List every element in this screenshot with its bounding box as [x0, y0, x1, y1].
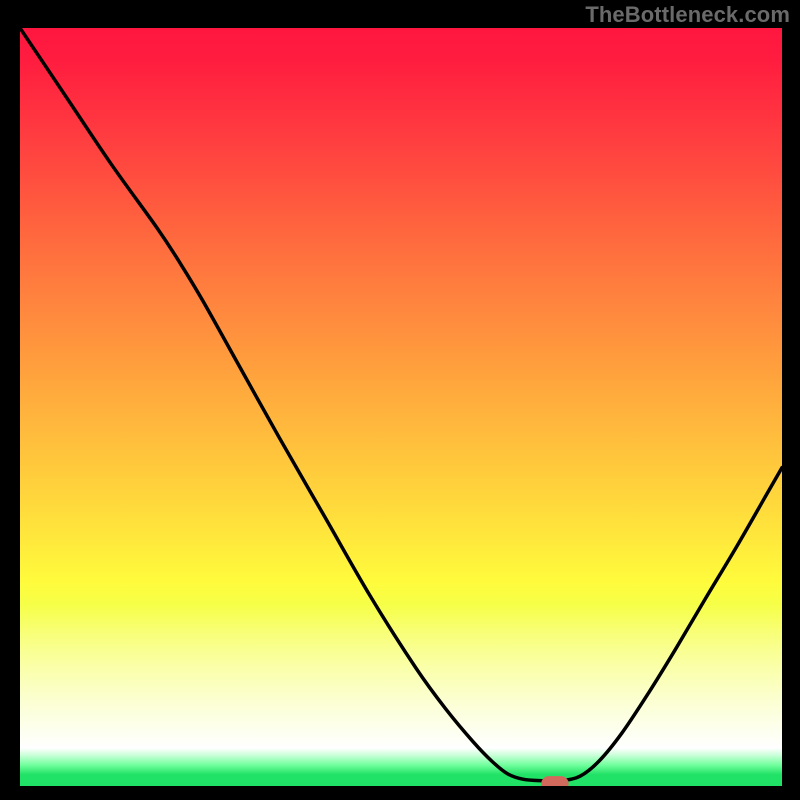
- watermark-text: TheBottleneck.com: [585, 2, 790, 28]
- chart-background: [20, 28, 782, 786]
- chart-plot-area: [20, 28, 782, 786]
- chart-svg: [20, 28, 782, 786]
- optimal-marker: [541, 776, 568, 786]
- chart-frame: TheBottleneck.com: [0, 0, 800, 800]
